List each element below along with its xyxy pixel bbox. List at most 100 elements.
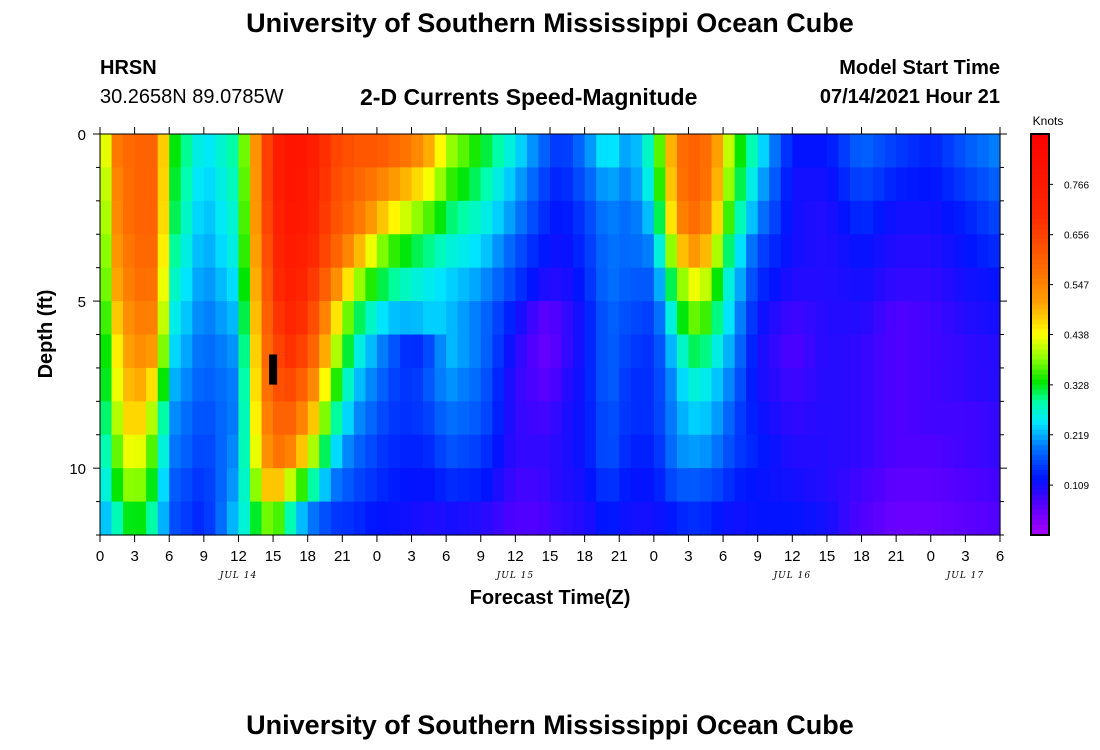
heatmap-cell (700, 200, 713, 235)
station-name: HRSN (100, 57, 157, 79)
heatmap-cell (434, 134, 447, 169)
heatmap-cell (215, 200, 228, 235)
heatmap-cell (965, 134, 978, 169)
heatmap-cell (884, 167, 897, 202)
colorbar-swatch (1031, 304, 1049, 311)
colorbar-swatch (1031, 209, 1049, 215)
heatmap-cell (988, 134, 1001, 169)
heatmap-cell (919, 200, 932, 235)
heatmap-cell (976, 434, 990, 469)
heatmap-cell (365, 501, 378, 536)
x-tick-label: 6 (165, 548, 173, 565)
heatmap-cell (688, 367, 701, 402)
heatmap-cell (838, 134, 851, 169)
heatmap-cell (203, 501, 216, 536)
heatmap-cell (688, 468, 701, 503)
heatmap-cell (388, 367, 401, 402)
heatmap-cell (630, 501, 643, 536)
heatmap-cell (884, 401, 897, 436)
heatmap-cell (688, 434, 701, 469)
heatmap-cell (319, 334, 332, 369)
colorbar-swatch (1031, 359, 1049, 366)
heatmap-cell (942, 200, 955, 235)
colorbar-swatch (1031, 459, 1049, 466)
heatmap-cell (226, 134, 240, 169)
colorbar-label: 0.656 (1064, 231, 1089, 242)
colorbar-swatch (1031, 379, 1049, 386)
heatmap-cell (446, 267, 459, 302)
heatmap-cell (803, 234, 816, 269)
heatmap-cell (976, 234, 990, 269)
heatmap-cell (446, 301, 459, 336)
heatmap-cell (123, 234, 136, 269)
heatmap-cell (434, 367, 447, 402)
heatmap-cell (873, 234, 886, 269)
heatmap-cell (146, 434, 159, 469)
heatmap-cell (250, 434, 263, 469)
heatmap-cell (284, 401, 297, 436)
heatmap-cell (411, 434, 424, 469)
x-tick-label: 3 (130, 548, 138, 565)
heatmap-cell (365, 234, 378, 269)
heatmap-cell (919, 134, 932, 169)
heatmap-cell (480, 167, 493, 202)
heatmap-cell (134, 301, 147, 336)
colorbar-swatch (1031, 344, 1049, 351)
heatmap-cell (100, 167, 113, 202)
heatmap-cell (861, 367, 874, 402)
heatmap-cell (665, 468, 678, 503)
heatmap-cell (192, 200, 205, 235)
heatmap-cell (538, 200, 551, 235)
heatmap-cell (100, 367, 113, 402)
heatmap-cell (596, 301, 609, 336)
heatmap-cell (723, 167, 736, 202)
colorbar-swatch (1031, 524, 1049, 531)
colorbar-swatch (1031, 369, 1049, 376)
heatmap-cell (607, 167, 620, 202)
heatmap-cell (746, 200, 759, 235)
x-tick-label: 3 (407, 548, 415, 565)
heatmap-cell (203, 334, 216, 369)
heatmap-cell (907, 200, 920, 235)
heatmap-cell (273, 200, 286, 235)
heatmap-cell (700, 301, 713, 336)
heatmap-cell (734, 401, 747, 436)
heatmap-cell (411, 401, 424, 436)
colorbar-swatch (1031, 394, 1049, 401)
heatmap-cell (284, 501, 297, 536)
heatmap-cell (353, 267, 366, 302)
heatmap-cell (180, 167, 193, 202)
heatmap-cell (250, 367, 263, 402)
heatmap-cell (573, 301, 586, 336)
heatmap-cell (976, 200, 990, 235)
colorbar-swatch (1031, 189, 1049, 195)
heatmap-cell (111, 301, 124, 336)
heatmap-cell (307, 301, 320, 336)
heatmap-cell (388, 134, 401, 169)
heatmap-cell (503, 234, 516, 269)
heatmap-cell (573, 134, 586, 169)
heatmap-cell (515, 134, 528, 169)
heatmap-cell (803, 167, 816, 202)
heatmap-cell (907, 367, 920, 402)
colorbar-swatch (1031, 404, 1049, 411)
heatmap-cell (538, 267, 551, 302)
heatmap-cell (619, 367, 632, 402)
heatmap-cell (873, 367, 886, 402)
heatmap-cell (896, 468, 909, 503)
heatmap-cell (400, 401, 413, 436)
heatmap-cell (711, 200, 724, 235)
x-tick-label: 21 (334, 548, 351, 565)
heatmap-cell (838, 301, 851, 336)
heatmap-cell (157, 267, 170, 302)
heatmap-cell (180, 267, 193, 302)
colorbar-swatch (1031, 269, 1049, 275)
heatmap-cell (688, 334, 701, 369)
heatmap-cell (157, 134, 170, 169)
heatmap-cell (365, 167, 378, 202)
heatmap-cell (792, 367, 805, 402)
heatmap-cell (215, 501, 228, 536)
heatmap-cell (838, 401, 851, 436)
heatmap-cell (376, 468, 390, 503)
heatmap-cell (896, 234, 909, 269)
